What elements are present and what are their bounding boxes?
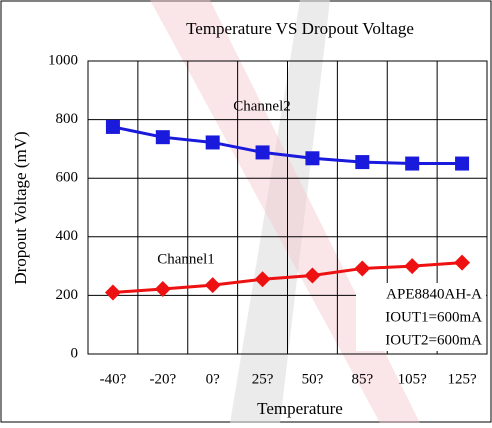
point bbox=[254, 271, 271, 288]
annotation: APE8840AH-A bbox=[386, 286, 482, 302]
x-tick-label: 105? bbox=[398, 371, 428, 387]
point bbox=[355, 155, 370, 170]
annotation: IOUT1=600mA bbox=[385, 309, 482, 325]
x-tick-label: 25? bbox=[252, 371, 274, 387]
x-axis-label: Temperature bbox=[257, 399, 343, 418]
point bbox=[154, 280, 171, 297]
point bbox=[204, 277, 221, 294]
y-axis-label: Dropout Voltage (mV) bbox=[11, 131, 30, 284]
x-tick-label: 50? bbox=[302, 371, 324, 387]
point bbox=[304, 267, 321, 284]
plot-frame bbox=[87, 60, 488, 355]
x-tick-label: 125? bbox=[447, 371, 477, 387]
x-tick-label: -20? bbox=[149, 371, 176, 387]
point bbox=[454, 254, 471, 271]
y-tick-label: 1000 bbox=[48, 52, 78, 68]
series-line bbox=[112, 125, 463, 166]
watermark bbox=[150, 0, 420, 423]
point bbox=[104, 284, 121, 301]
point bbox=[255, 145, 270, 160]
series-line bbox=[112, 261, 463, 294]
series-label: Channel2 bbox=[233, 98, 291, 114]
point bbox=[354, 260, 371, 277]
x-tick-label: -40? bbox=[100, 371, 127, 387]
watermark bbox=[230, 0, 330, 423]
y-tick-label: 0 bbox=[71, 345, 79, 361]
x-tick-label: 0? bbox=[206, 371, 221, 387]
point bbox=[155, 130, 170, 145]
point bbox=[105, 119, 120, 134]
point bbox=[305, 151, 320, 166]
x-tick-label: 85? bbox=[351, 371, 373, 387]
point bbox=[404, 258, 421, 275]
y-tick-label: 400 bbox=[56, 228, 79, 244]
series-label: Channel1 bbox=[157, 251, 215, 267]
point bbox=[455, 156, 470, 171]
point bbox=[205, 135, 220, 150]
y-tick-label: 800 bbox=[56, 111, 79, 127]
annotation-box bbox=[356, 283, 486, 351]
y-tick-label: 600 bbox=[56, 170, 79, 186]
y-tick-label: 200 bbox=[56, 287, 79, 303]
point bbox=[405, 156, 420, 171]
annotation: IOUT2=600mA bbox=[385, 332, 482, 348]
chart-title: Temperature VS Dropout Voltage bbox=[186, 19, 414, 38]
